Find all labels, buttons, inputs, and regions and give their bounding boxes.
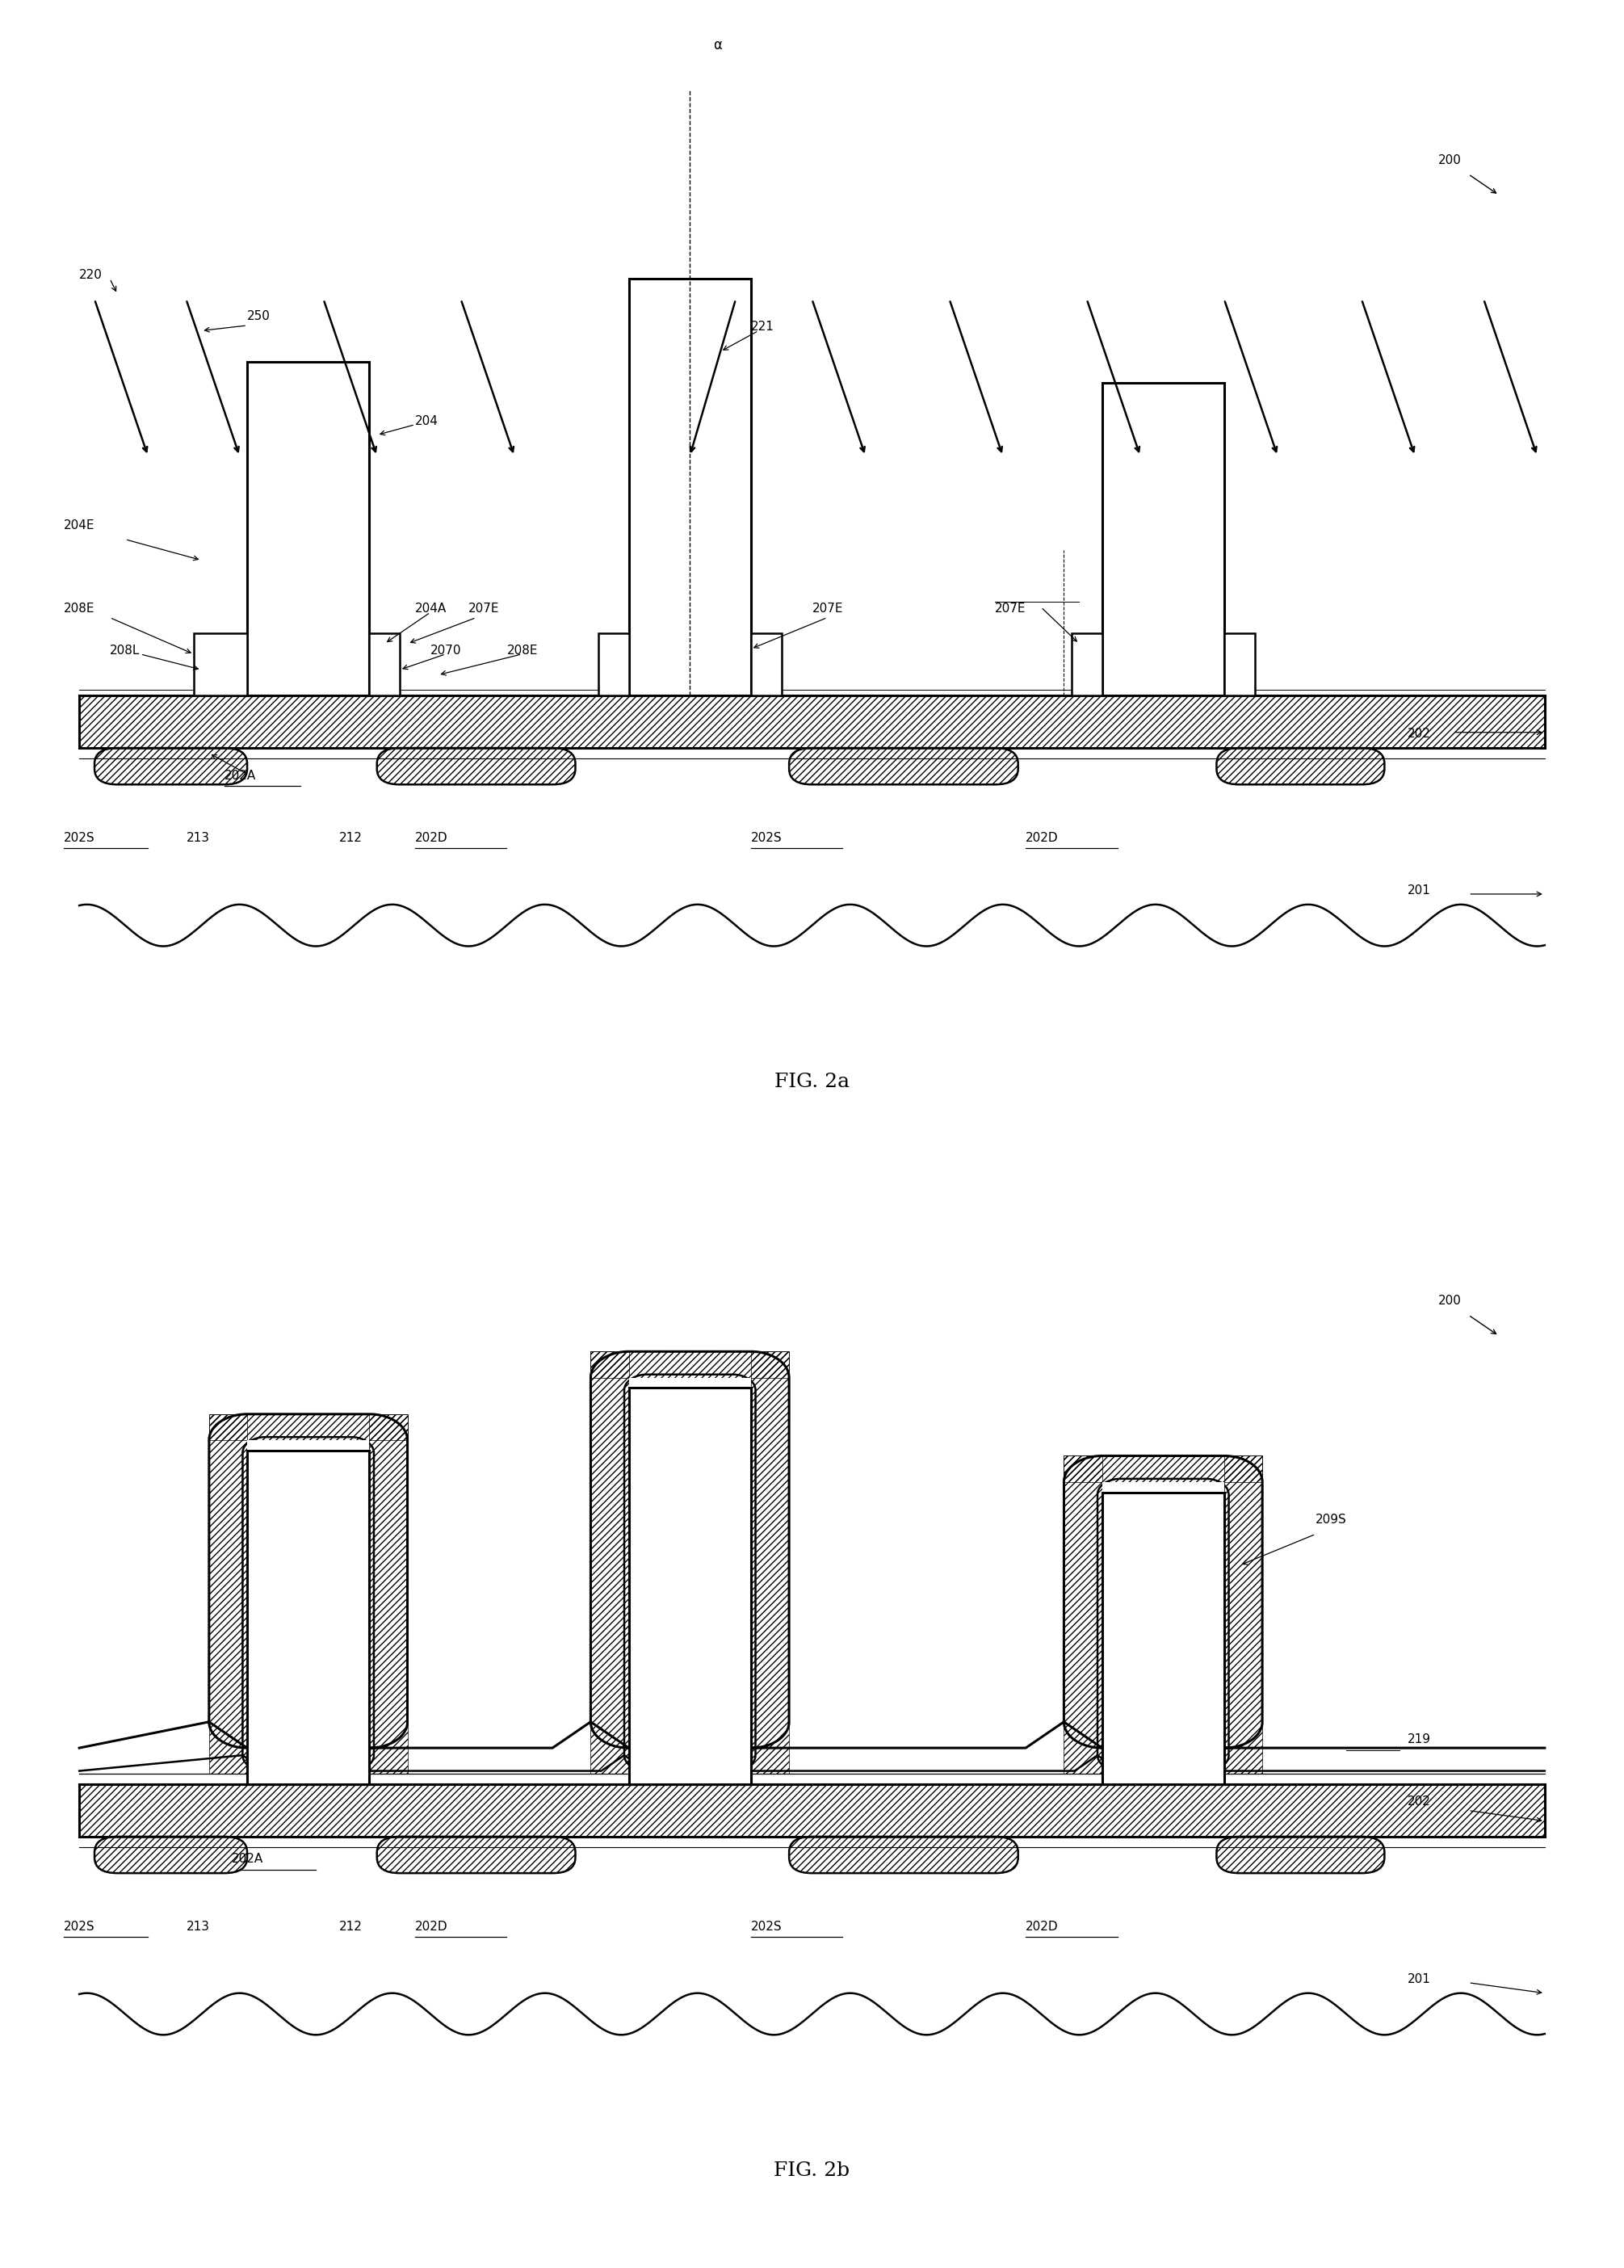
Text: 207E: 207E [812,603,843,615]
Bar [750,633,781,696]
Bar [247,1452,369,1785]
Bar [591,1352,628,1774]
Bar [628,1388,750,1785]
Bar [591,1352,789,1377]
Text: 209S: 209S [1315,1515,1346,1526]
Text: 200: 200 [1437,1295,1462,1306]
Text: 207E: 207E [996,603,1026,615]
Text: 250: 250 [247,311,271,322]
Text: 202: 202 [1408,1796,1431,1808]
Text: FIG. 2a: FIG. 2a [775,1073,849,1091]
Text: FIG. 2b: FIG. 2b [775,2161,849,2180]
Bar [369,1415,408,1774]
Bar [1103,383,1224,696]
FancyBboxPatch shape [94,748,247,785]
Text: 204: 204 [416,415,438,426]
Bar [247,1452,369,1785]
Text: 207E: 207E [469,603,500,615]
Text: 202D: 202D [1026,1921,1059,1932]
Text: 208E: 208E [507,644,538,655]
FancyBboxPatch shape [1216,748,1384,785]
Text: 201: 201 [1408,885,1431,896]
FancyBboxPatch shape [789,1837,1018,1873]
Bar [598,633,628,696]
Text: 202S: 202S [750,832,783,844]
Bar [247,363,369,696]
Bar [209,1415,408,1440]
Bar [1064,1456,1103,1774]
Text: 2070: 2070 [430,644,461,655]
Bar [1103,1481,1224,1774]
Bar [80,696,1544,748]
Bar [750,1352,789,1774]
Bar [1224,1456,1262,1774]
Text: 219: 219 [1408,1733,1431,1744]
Text: 204A: 204A [416,603,447,615]
Text: 208E: 208E [63,603,96,615]
Text: 213: 213 [187,1921,209,1932]
FancyBboxPatch shape [789,748,1018,785]
Text: 202D: 202D [416,1921,448,1932]
Text: 213: 213 [187,832,209,844]
FancyBboxPatch shape [1216,1837,1384,1873]
Text: α: α [713,39,721,52]
Text: 202S: 202S [750,1921,783,1932]
Bar [1072,633,1103,696]
Text: 220: 220 [80,270,102,281]
Text: 202: 202 [1408,728,1431,739]
Bar [628,1388,750,1785]
Text: 202D: 202D [416,832,448,844]
Text: 202A: 202A [232,1853,263,1864]
Bar [247,1440,369,1774]
Text: 204E: 204E [63,519,96,531]
Text: 202S: 202S [63,1921,96,1932]
Bar [209,1415,247,1774]
Bar [1064,1456,1262,1481]
Bar [628,1377,750,1774]
Text: 200: 200 [1437,154,1462,166]
Text: 221: 221 [750,322,775,333]
Text: 212: 212 [339,832,362,844]
Text: 208L: 208L [110,644,140,655]
Text: 201: 201 [1408,1973,1431,1984]
FancyBboxPatch shape [94,1837,247,1873]
FancyBboxPatch shape [377,748,575,785]
Text: 204B: 204B [263,583,294,594]
Text: 202D: 202D [1026,832,1059,844]
Text: 202A: 202A [224,769,257,782]
Text: 202S: 202S [63,832,96,844]
Bar [1103,1492,1224,1785]
Bar [1224,633,1255,696]
Bar [628,279,750,696]
Bar [1103,1492,1224,1785]
Bar [193,633,247,696]
Text: 212: 212 [339,1921,362,1932]
Bar [369,633,400,696]
Text: 204B: 204B [263,1640,294,1651]
FancyBboxPatch shape [377,1837,575,1873]
Bar [80,1785,1544,1837]
